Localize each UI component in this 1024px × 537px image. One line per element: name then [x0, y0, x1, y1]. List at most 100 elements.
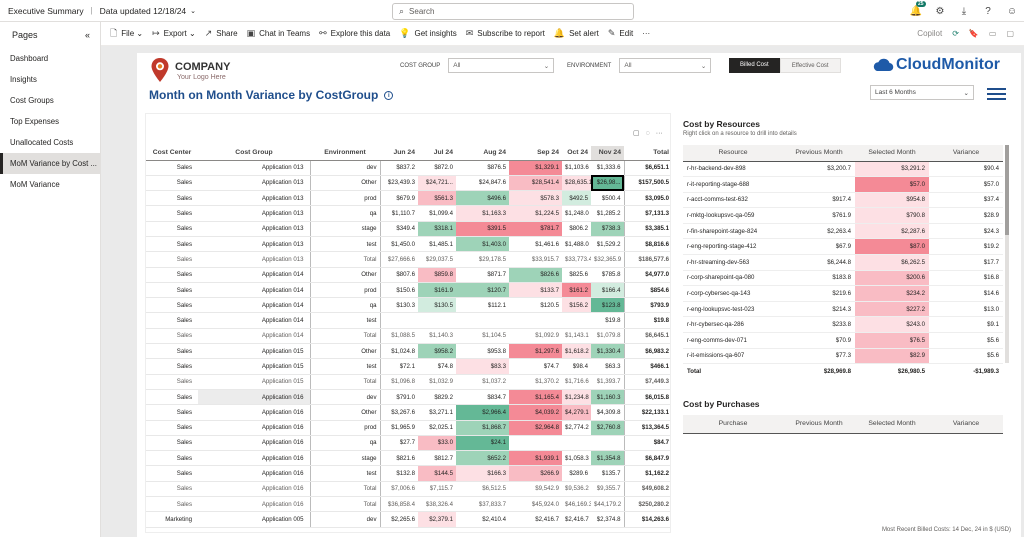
column-header[interactable]: Variance [929, 145, 1003, 162]
data-updated-label[interactable]: Data updated 12/18/24 [99, 5, 187, 16]
column-header[interactable]: Aug 24 [456, 146, 509, 161]
copilot-button[interactable]: Copilot [917, 29, 943, 38]
resource-row[interactable]: r-hr-backend-dev-898 $3,200.7 $3,291.2 $90.… [683, 161, 1003, 178]
file-menu[interactable]: 🗋 File ⌄ [110, 26, 143, 42]
period-dropdown[interactable]: Last 6 Months ⌄ [870, 85, 974, 100]
column-header[interactable]: Total [624, 146, 670, 161]
resource-row[interactable]: r-eng-lookupsvc-test-023 $214.3 $227.2 $13.… [683, 301, 1003, 318]
table-row[interactable]: Sales Application 015 test $72.1 $74.8 $83.3 $… [146, 358, 670, 375]
chevron-down-icon[interactable]: ⌄ [190, 7, 197, 15]
resource-row[interactable]: r-eng-comms-dev-071 $70.9 $76.5 $5.6 [683, 332, 1003, 349]
column-header[interactable]: Cost Center [146, 146, 198, 161]
resource-row[interactable]: r-it-emissions-qa-607 $77.3 $82.9 $5.6 [683, 348, 1003, 365]
column-header[interactable]: Environment [310, 146, 380, 161]
download-icon[interactable]: ⤓ [961, 5, 967, 17]
resource-row[interactable]: r-acct-comms-test-632 $917.4 $954.8 $37.4 [683, 192, 1003, 209]
column-header[interactable]: Cost Group [198, 146, 310, 161]
column-header[interactable]: Selected Month [855, 415, 929, 434]
sidebar-item-0[interactable]: Dashboard [10, 54, 49, 63]
effective-cost-button[interactable]: Effective Cost [779, 58, 841, 73]
resource-row[interactable]: r-hr-cybersec-qa-286 $233.8 $243.0 $9.1 [683, 316, 1003, 334]
resources-scrollbar[interactable] [1005, 145, 1009, 363]
column-header[interactable]: Variance [929, 415, 1003, 434]
column-header[interactable]: Sep 24 [509, 146, 562, 161]
settings-icon[interactable]: ⚙ [935, 5, 945, 17]
chat-in-teams-button[interactable]: ▣ Chat in Teams [246, 28, 311, 38]
menu-icon[interactable] [987, 88, 1006, 103]
search-input[interactable]: Search [409, 7, 435, 16]
table-row[interactable]: Sales Application 016 Other $3,267.6 $3,271.… [146, 404, 670, 421]
bookmark-icon[interactable]: 🔖 [968, 29, 979, 38]
table-row[interactable]: Sales Application 016 stage $821.6 $812.7 $65… [146, 450, 670, 467]
comment-icon[interactable]: ▢ [1006, 29, 1014, 38]
refresh-icon[interactable]: ⟳ [952, 29, 959, 38]
resource-row[interactable]: r-mktg-lookupsvc-qa-059 $761.9 $790.8 $28.9 [683, 207, 1003, 224]
table-row[interactable]: Sales Application 013 test $1,450.0 $1,485.1… [146, 236, 670, 253]
table-row[interactable]: Sales Application 016 test $132.8 $144.5 $166… [146, 465, 670, 482]
column-header[interactable]: Previous Month [783, 145, 855, 162]
resource-row[interactable]: r-it-reporting-stage-688 $57.0 $57.0 [683, 176, 1003, 193]
column-header[interactable]: Resource [683, 145, 783, 162]
resource-row[interactable]: r-corp-cybersec-qa-143 $219.6 $234.2 $14.6 [683, 285, 1003, 302]
table-row[interactable]: Sales Application 016 Total $7,006.6 $7,115.… [146, 481, 670, 498]
resource-row[interactable]: r-eng-reporting-stage-412 $67.9 $87.0 $19.2 [683, 238, 1003, 256]
column-header[interactable]: Oct 24 [562, 146, 591, 161]
table-row[interactable]: Sales Application 014 Other $807.6 $859.8 $87… [146, 267, 670, 283]
report-title[interactable]: Executive Summary [8, 5, 84, 16]
filter-icon[interactable]: ◌ [645, 130, 650, 137]
table-row[interactable]: Sales Application 016 Total $36,858.4 $38,32… [146, 496, 670, 513]
table-row[interactable]: Sales Application 014 qa $130.3 $130.5 $112.1… [146, 297, 670, 314]
table-row[interactable]: Sales Application 016 qa $27.7 $33.0 $24.1 $84… [146, 435, 670, 452]
table-row[interactable]: Sales Application 013 dev $837.2 $872.0 $876.… [146, 160, 670, 176]
search-box[interactable]: ⌕ Search [392, 3, 634, 20]
column-header[interactable]: Purchase [683, 415, 783, 434]
sidebar-item-6[interactable]: MoM Variance [10, 180, 60, 189]
get-insights-button[interactable]: 💡 Get insights [399, 28, 457, 38]
table-row[interactable]: Marketing Application 005 dev $2,265.6 $2,37… [146, 511, 670, 528]
column-header[interactable]: Jun 24 [380, 146, 418, 161]
help-icon[interactable]: ? [985, 5, 991, 17]
notifications-icon[interactable]: 🔔 25 [909, 0, 926, 17]
more-options-icon[interactable]: ··· [642, 29, 651, 38]
sidebar-item-3[interactable]: Top Expenses [10, 117, 59, 126]
table-row[interactable]: Sales Application 015 Other $1,024.8 $958.2 $… [146, 343, 670, 360]
table-row[interactable]: Sales Application 014 Total $1,088.5 $1,140.… [146, 328, 670, 345]
table-row[interactable]: Sales Application 013 qa $1,110.7 $1,099.4 $1… [146, 205, 670, 222]
table-row[interactable]: Sales Application 014 test $19.8 $19.8 [146, 312, 670, 329]
resource-row[interactable]: r-hr-streaming-dev-563 $6,244.8 $6,262.5 $1… [683, 254, 1003, 271]
view-icon[interactable]: ▭ [988, 29, 997, 38]
billed-cost-button[interactable]: Billed Cost [729, 58, 780, 73]
more-icon[interactable]: ··· [655, 130, 663, 137]
column-header[interactable]: Selected Month [855, 145, 929, 162]
explore-data-button[interactable]: ⚯ Explore this data [319, 28, 391, 38]
table-row[interactable]: Sales Application 013 Total $27,666.6 $29,03… [146, 251, 670, 268]
table-row[interactable]: Sales Application 016 prod $1,965.9 $2,025.1… [146, 420, 670, 436]
resource-row[interactable]: r-fin-sharepoint-stage-824 $2,263.4 $2,287… [683, 223, 1003, 240]
cost-group-dropdown[interactable]: All ⌄ [448, 58, 555, 73]
collapse-icon[interactable]: « [84, 30, 90, 40]
resource-row[interactable]: r-corp-sharepoint-qa-080 $183.8 $200.6 $16.… [683, 270, 1003, 287]
table-row[interactable]: Sales Application 014 prod $150.6 $161.9 $120… [146, 282, 670, 299]
table-row[interactable]: Sales Application 013 Other $23,439.3 $24,72… [146, 175, 670, 192]
export-menu[interactable]: ↦ Export ⌄ [152, 28, 196, 38]
feedback-icon[interactable]: ☺ [1006, 5, 1018, 17]
sidebar-item-5[interactable]: MoM Variance by Cost ... [0, 153, 100, 174]
sidebar-item-1[interactable]: Insights [10, 75, 37, 84]
share-button[interactable]: ↗ Share [204, 28, 238, 38]
report-canvas: COMPANY Your Logo Here COST GROUP All ⌄ E… [137, 53, 1021, 537]
edit-button[interactable]: ✎ Edit [607, 28, 634, 38]
column-header[interactable]: Nov 24 [591, 146, 624, 161]
column-header[interactable]: Previous Month [783, 415, 855, 434]
table-row[interactable]: Sales Application 013 prod $679.9 $561.3 $496… [146, 190, 670, 207]
set-alert-button[interactable]: 🔔 Set alert [553, 28, 599, 38]
copy-icon[interactable]: ▢ [633, 130, 640, 137]
sidebar-item-2[interactable]: Cost Groups [10, 96, 54, 105]
subscribe-button[interactable]: ✉ Subscribe to report [465, 28, 545, 38]
environment-dropdown[interactable]: All ⌄ [619, 58, 712, 73]
info-icon[interactable]: i [384, 91, 394, 101]
sidebar-item-4[interactable]: Unallocated Costs [10, 138, 74, 147]
table-row[interactable]: Sales Application 013 stage $349.4 $318.1 $39… [146, 221, 670, 237]
table-row[interactable]: Sales Application 015 Total $1,096.8 $1,032.… [146, 374, 670, 390]
column-header[interactable]: Jul 24 [418, 146, 456, 161]
table-row[interactable]: Sales Application 016 dev $791.0 $829.2 $834.… [146, 389, 670, 406]
